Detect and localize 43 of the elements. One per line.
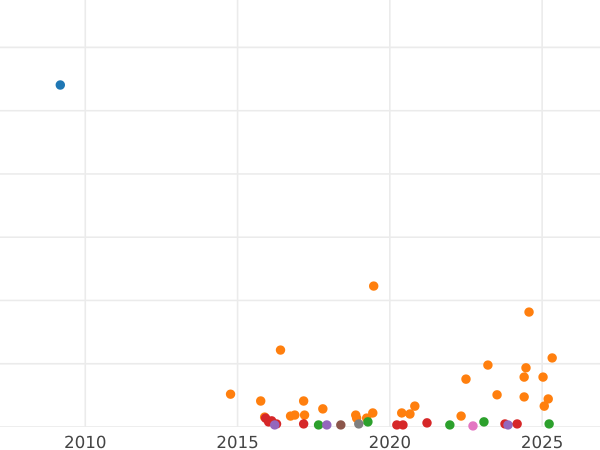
point — [519, 372, 529, 382]
point — [398, 420, 408, 430]
point — [276, 345, 286, 355]
point — [314, 420, 324, 430]
point — [544, 419, 554, 429]
point — [544, 394, 553, 404]
point — [521, 363, 531, 373]
x-tick-label: 2025 — [522, 436, 562, 448]
x-tick-label: 2010 — [65, 436, 106, 448]
point — [322, 420, 332, 430]
point — [368, 281, 378, 291]
point — [405, 409, 415, 419]
point — [547, 353, 557, 363]
point — [318, 404, 328, 414]
point — [503, 420, 513, 430]
x-tick-label: 2015 — [218, 436, 258, 448]
point — [461, 374, 471, 384]
point — [422, 418, 432, 428]
point — [298, 419, 308, 429]
point — [492, 390, 502, 400]
point — [524, 307, 534, 317]
point — [300, 410, 310, 420]
x-tick-label: 2020 — [370, 436, 410, 448]
point — [56, 80, 66, 90]
point — [410, 401, 420, 411]
point — [336, 420, 346, 430]
point — [363, 417, 373, 427]
point — [540, 401, 549, 411]
point — [226, 389, 236, 399]
point — [512, 419, 522, 429]
point — [256, 396, 266, 406]
point — [479, 417, 489, 427]
point — [354, 419, 364, 429]
point — [368, 408, 378, 418]
point — [290, 410, 300, 420]
point — [397, 408, 406, 418]
point — [468, 421, 478, 431]
point — [483, 360, 493, 370]
point — [538, 372, 548, 382]
point — [456, 411, 466, 421]
point — [298, 396, 308, 406]
point — [519, 392, 529, 402]
point — [445, 420, 455, 430]
